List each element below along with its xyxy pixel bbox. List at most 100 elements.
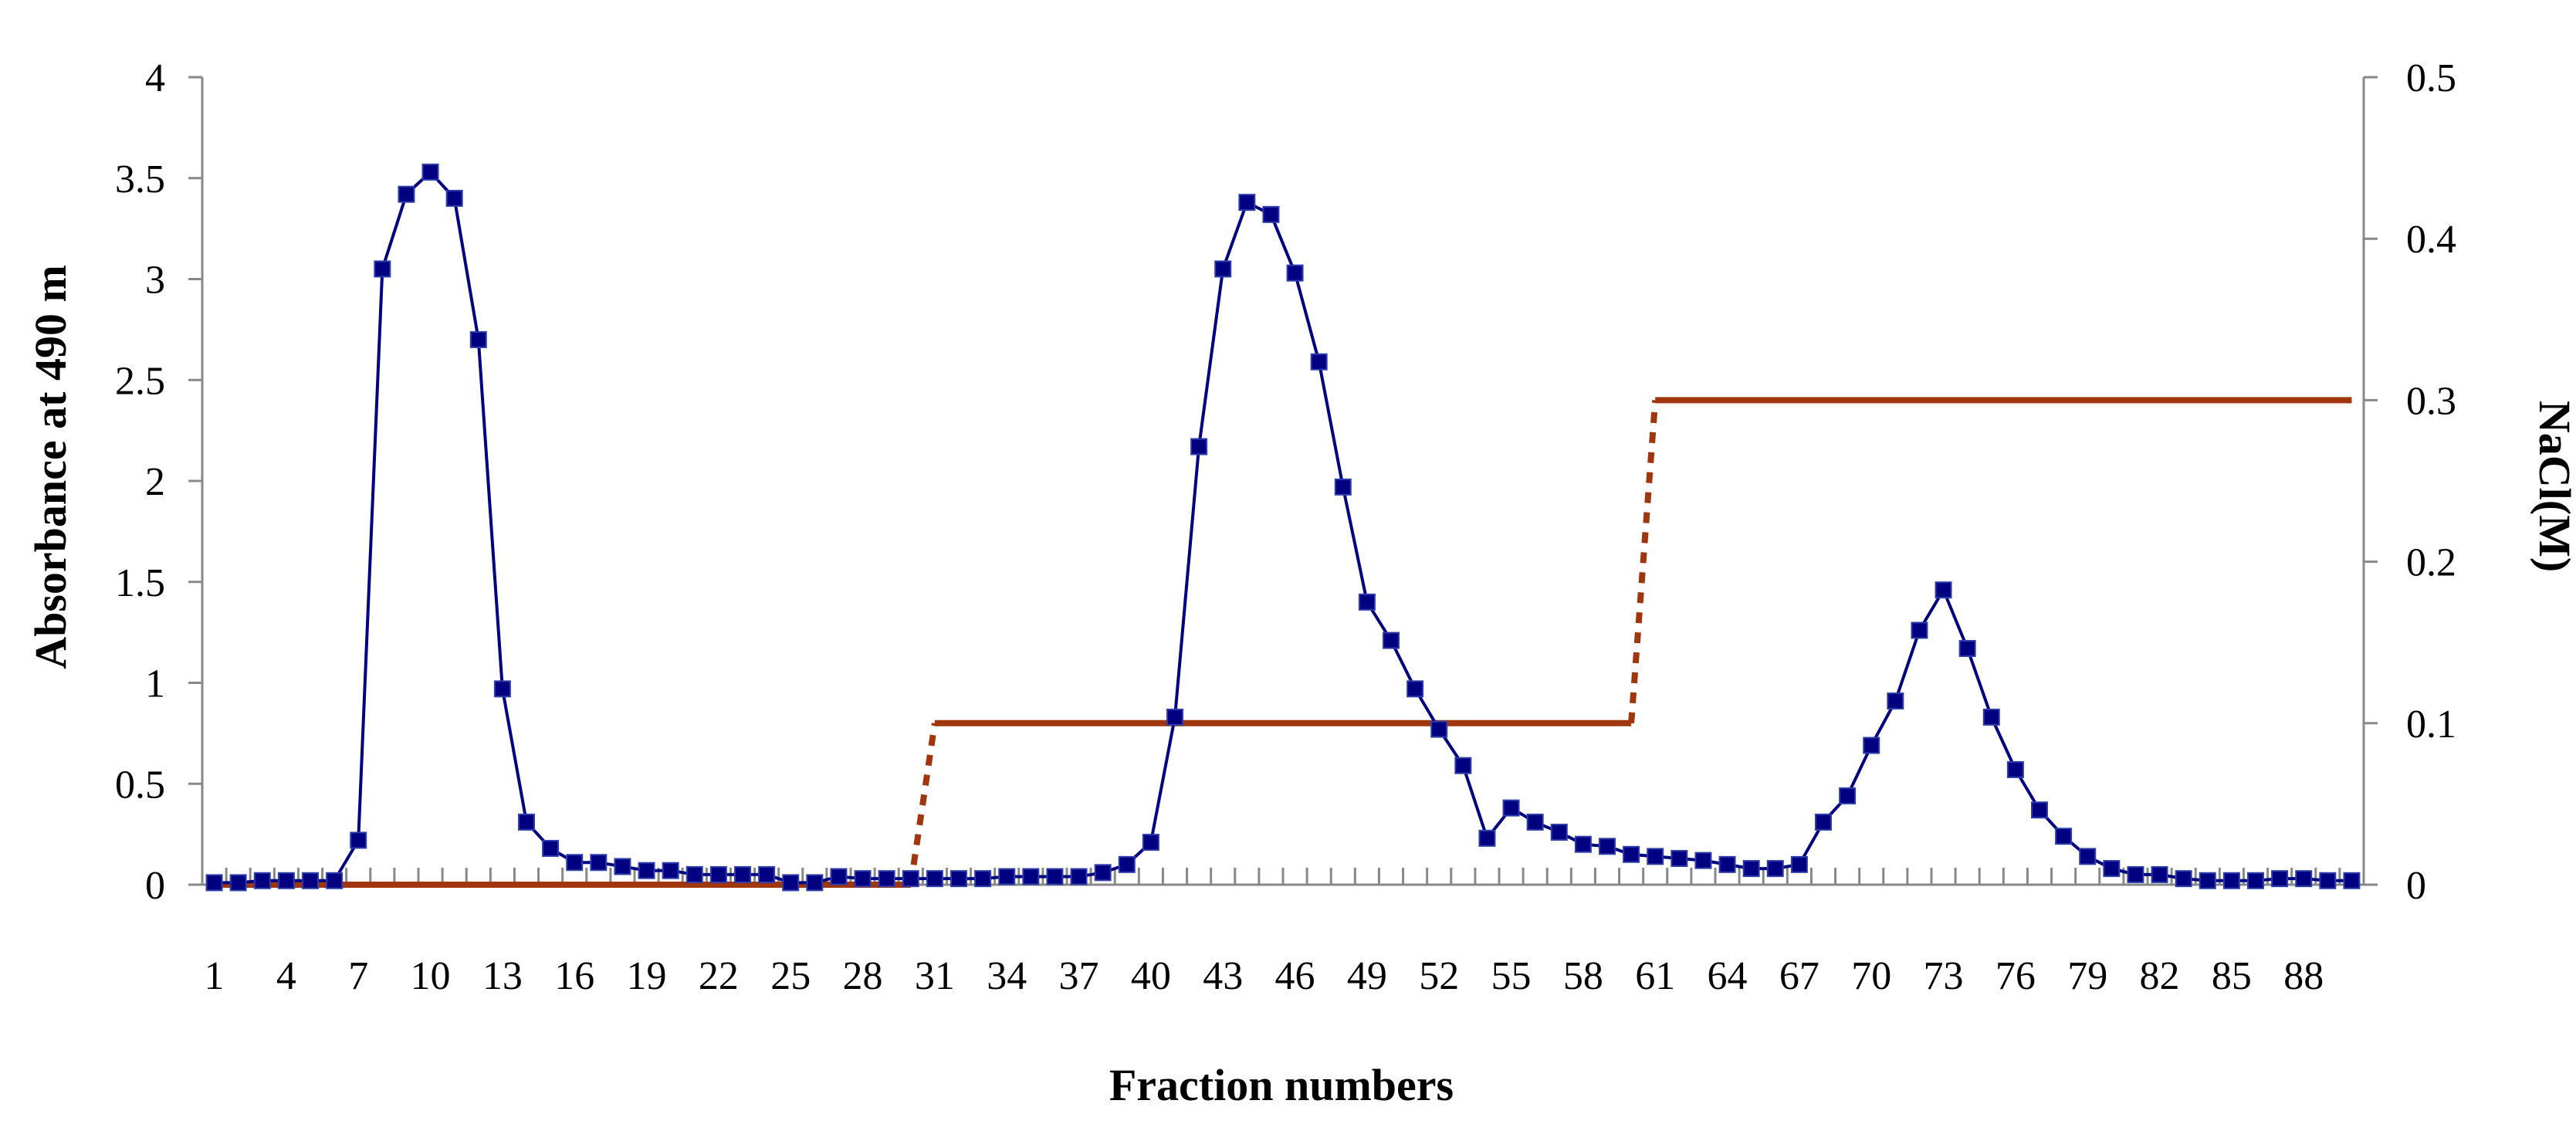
absorbance-point bbox=[685, 865, 703, 883]
absorbance-point bbox=[830, 868, 848, 885]
x-tick-label: 25 bbox=[770, 954, 811, 998]
absorbance-point bbox=[638, 862, 655, 879]
absorbance-point bbox=[998, 868, 1016, 885]
absorbance-point bbox=[1863, 736, 1880, 754]
absorbance-point bbox=[1190, 438, 1208, 455]
x-tick-label: 76 bbox=[1995, 954, 2036, 998]
x-tick-label: 1 bbox=[205, 954, 225, 998]
absorbance-point bbox=[1839, 787, 1857, 804]
x-tick-label: 4 bbox=[276, 954, 296, 998]
absorbance-point bbox=[878, 870, 895, 888]
plot-area bbox=[201, 77, 2365, 886]
x-tick-label: 43 bbox=[1203, 954, 1243, 998]
absorbance-point bbox=[1694, 852, 1712, 869]
x-tick-label: 73 bbox=[1924, 954, 1964, 998]
y-tick-label: 2 bbox=[145, 460, 165, 504]
absorbance-point bbox=[1766, 860, 1784, 878]
absorbance-point bbox=[974, 870, 992, 888]
x-tick-label: 7 bbox=[348, 954, 368, 998]
absorbance-point bbox=[326, 872, 344, 889]
x-tick-label: 61 bbox=[1635, 954, 1675, 998]
y-tick-label: 4 bbox=[145, 56, 165, 100]
absorbance-point bbox=[1887, 692, 1904, 710]
absorbance-point bbox=[2199, 872, 2216, 889]
y-tick-label: 0.5 bbox=[115, 763, 165, 807]
absorbance-point bbox=[421, 163, 439, 181]
absorbance-point bbox=[1911, 621, 1928, 639]
absorbance-point bbox=[1526, 813, 1544, 831]
absorbance-point bbox=[493, 680, 511, 698]
absorbance-point bbox=[445, 189, 463, 207]
x-tick-label: 40 bbox=[1131, 954, 1171, 998]
x-tick-label: 16 bbox=[554, 954, 594, 998]
absorbance-point bbox=[229, 874, 247, 892]
absorbance-point bbox=[758, 865, 776, 883]
nacl-segment bbox=[907, 723, 938, 885]
absorbance-point bbox=[566, 854, 584, 872]
absorbance-point bbox=[2295, 870, 2313, 888]
absorbance-point bbox=[2319, 872, 2337, 889]
absorbance-point bbox=[1623, 845, 1640, 863]
absorbance-point bbox=[2222, 872, 2240, 889]
absorbance-point bbox=[1118, 855, 1136, 873]
y-tick-label: 1 bbox=[145, 662, 165, 706]
y2-tick-label: 0.4 bbox=[2406, 218, 2456, 262]
absorbance-point bbox=[1406, 680, 1424, 698]
absorbance-point bbox=[1935, 581, 1952, 599]
absorbance-point bbox=[1742, 860, 1760, 878]
y2-axis-title: NaCl(M) bbox=[2530, 401, 2576, 572]
absorbance-point bbox=[277, 872, 295, 889]
x-tick-label: 58 bbox=[1563, 954, 1603, 998]
absorbance-point bbox=[2079, 848, 2097, 865]
absorbance-point bbox=[1502, 799, 1520, 817]
y-tick-label: 3.5 bbox=[115, 157, 165, 201]
absorbance-point bbox=[1599, 838, 1616, 855]
absorbance-point bbox=[2175, 870, 2192, 888]
x-tick-label: 55 bbox=[1491, 954, 1532, 998]
absorbance-point bbox=[2127, 865, 2144, 883]
absorbance-point bbox=[2103, 860, 2121, 878]
absorbance-point bbox=[469, 330, 487, 348]
absorbance-point bbox=[1478, 829, 1496, 847]
absorbance-point bbox=[1286, 264, 1304, 282]
x-tick-label: 88 bbox=[2283, 954, 2324, 998]
absorbance-point bbox=[2271, 870, 2289, 888]
x-tick-label: 70 bbox=[1851, 954, 1891, 998]
absorbance-point bbox=[1238, 194, 1256, 212]
absorbance-point bbox=[1310, 353, 1328, 371]
absorbance-point bbox=[1671, 850, 1688, 868]
absorbance-point bbox=[518, 813, 535, 831]
y-tick-label: 0 bbox=[145, 864, 165, 908]
x-tick-label: 34 bbox=[987, 954, 1027, 998]
absorbance-point bbox=[253, 872, 271, 889]
x-tick-label: 46 bbox=[1275, 954, 1315, 998]
absorbance-series bbox=[205, 163, 2361, 892]
x-tick-label: 22 bbox=[699, 954, 739, 998]
absorbance-point bbox=[590, 854, 608, 872]
absorbance-point bbox=[1142, 834, 1159, 852]
y2-tick-label: 0.5 bbox=[2406, 56, 2456, 100]
absorbance-point bbox=[1166, 708, 1183, 726]
absorbance-point bbox=[2247, 872, 2264, 889]
x-tick-label: 52 bbox=[1419, 954, 1459, 998]
absorbance-point bbox=[734, 865, 751, 883]
absorbance-point bbox=[1574, 835, 1592, 853]
y-axis-ticks: 0 0.5 1 1.5 2 2.5 3 3.5 4 bbox=[115, 56, 202, 908]
y-tick-label: 2.5 bbox=[115, 359, 165, 403]
absorbance-point bbox=[950, 870, 967, 888]
absorbance-point bbox=[2055, 828, 2073, 845]
absorbance-point bbox=[542, 839, 560, 857]
absorbance-point bbox=[1430, 720, 1448, 738]
x-tick-label: 64 bbox=[1708, 954, 1748, 998]
x-axis-ticks: 1 4 7 10 13 16 19 22 25 28 31 34 37 40 43 46 49 52 55 58 61 6… bbox=[201, 868, 2365, 998]
x-tick-label: 49 bbox=[1347, 954, 1387, 998]
x-tick-label: 85 bbox=[2212, 954, 2252, 998]
x-tick-label: 13 bbox=[482, 954, 523, 998]
absorbance-point bbox=[1790, 855, 1808, 873]
absorbance-point bbox=[1022, 868, 1040, 885]
absorbance-point bbox=[1718, 855, 1736, 873]
absorbance-point bbox=[374, 260, 391, 278]
absorbance-point bbox=[2343, 872, 2361, 889]
absorbance-point bbox=[1214, 260, 1232, 278]
